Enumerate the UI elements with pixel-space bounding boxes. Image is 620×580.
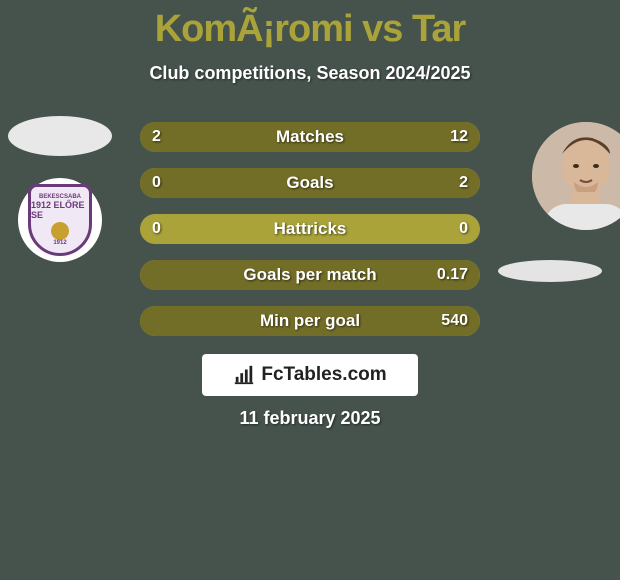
- club-badge-line2: 1912 ELŐRE SE: [31, 200, 89, 220]
- page-title: KomÃ¡romi vs Tar: [0, 0, 620, 51]
- stat-label: Matches: [140, 122, 480, 152]
- stat-value-right: 0.17: [437, 260, 468, 290]
- stat-row: Goals per match 0.17: [140, 260, 480, 290]
- club-badge-left-shield: BEKESCSABA 1912 ELŐRE SE 1912: [28, 184, 92, 256]
- stat-label: Min per goal: [140, 306, 480, 336]
- stat-row: 0 Hattricks 0: [140, 214, 480, 244]
- stat-label: Goals: [140, 168, 480, 198]
- stats-container: 2 Matches 12 0 Goals 2 0 Hattricks 0 Goa…: [140, 122, 480, 352]
- stat-row: 0 Goals 2: [140, 168, 480, 198]
- date-text: 11 february 2025: [0, 408, 620, 429]
- club-badge-ball-icon: [51, 222, 69, 240]
- page-subtitle: Club competitions, Season 2024/2025: [0, 63, 620, 84]
- stat-value-right: 0: [459, 214, 468, 244]
- stat-value-right: 2: [459, 168, 468, 198]
- stat-label: Hattricks: [140, 214, 480, 244]
- club-badge-right-placeholder: [498, 260, 602, 282]
- player-left-avatar-placeholder: [8, 116, 112, 156]
- bar-chart-icon: [233, 364, 255, 386]
- stat-row: 2 Matches 12: [140, 122, 480, 152]
- club-badge-left: BEKESCSABA 1912 ELŐRE SE 1912: [18, 178, 102, 262]
- player-right-avatar: [532, 122, 620, 230]
- stat-label: Goals per match: [140, 260, 480, 290]
- stat-row: Min per goal 540: [140, 306, 480, 336]
- club-badge-year: 1912: [53, 240, 66, 246]
- branding-text: FcTables.com: [261, 364, 386, 386]
- stat-value-right: 540: [441, 306, 468, 336]
- stat-value-right: 12: [450, 122, 468, 152]
- branding-panel[interactable]: FcTables.com: [202, 354, 418, 396]
